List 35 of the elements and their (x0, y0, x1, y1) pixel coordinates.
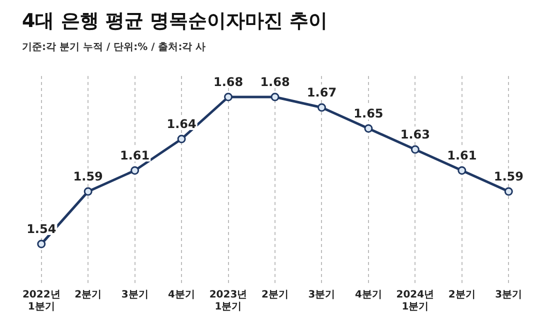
data-label: 1.68 (260, 75, 290, 90)
x-tick-label: 3분기 (121, 290, 148, 301)
x-tick-label: 4분기 (168, 290, 196, 301)
data-label: 1.61 (120, 148, 150, 163)
x-tick-label: 2분기 (262, 290, 288, 301)
data-label: 1.64 (166, 117, 196, 132)
chart-subtitle: 기준:각 분기 누적 / 단위:% / 출처:각 사 (22, 41, 207, 54)
data-label: 1.59 (494, 170, 524, 184)
x-tick-label: 2022년 1분기 (22, 290, 60, 313)
point (224, 92, 233, 102)
point (270, 92, 280, 102)
x-tick-label: 2분기 (74, 290, 102, 301)
x-tick-label: 3분기 (308, 290, 336, 301)
data-label: 1.54 (26, 222, 56, 236)
point (130, 166, 140, 175)
point (504, 187, 513, 196)
point (37, 240, 46, 248)
point (84, 187, 92, 196)
data-label: 1.68 (213, 75, 244, 90)
data-label: 1.67 (306, 86, 337, 100)
x-tick-label: 2분기 (448, 290, 476, 301)
data-label: 1.61 (447, 148, 477, 163)
x-tick-label: 3분기 (495, 290, 522, 301)
point (364, 124, 373, 133)
data-label: 1.65 (354, 106, 384, 121)
point (458, 166, 466, 175)
point (410, 145, 420, 154)
data-label: 1.59 (73, 170, 103, 184)
chart-title: 4대 은행 평균 명목순이자마진 추이 (22, 9, 329, 34)
x-tick-label: 2023년 1분기 (209, 290, 248, 313)
data-label: 1.63 (400, 128, 430, 142)
point (177, 134, 186, 144)
x-tick-label: 4분기 (354, 290, 382, 301)
x-tick-label: 2024년 1분기 (396, 290, 434, 313)
point (317, 103, 326, 112)
